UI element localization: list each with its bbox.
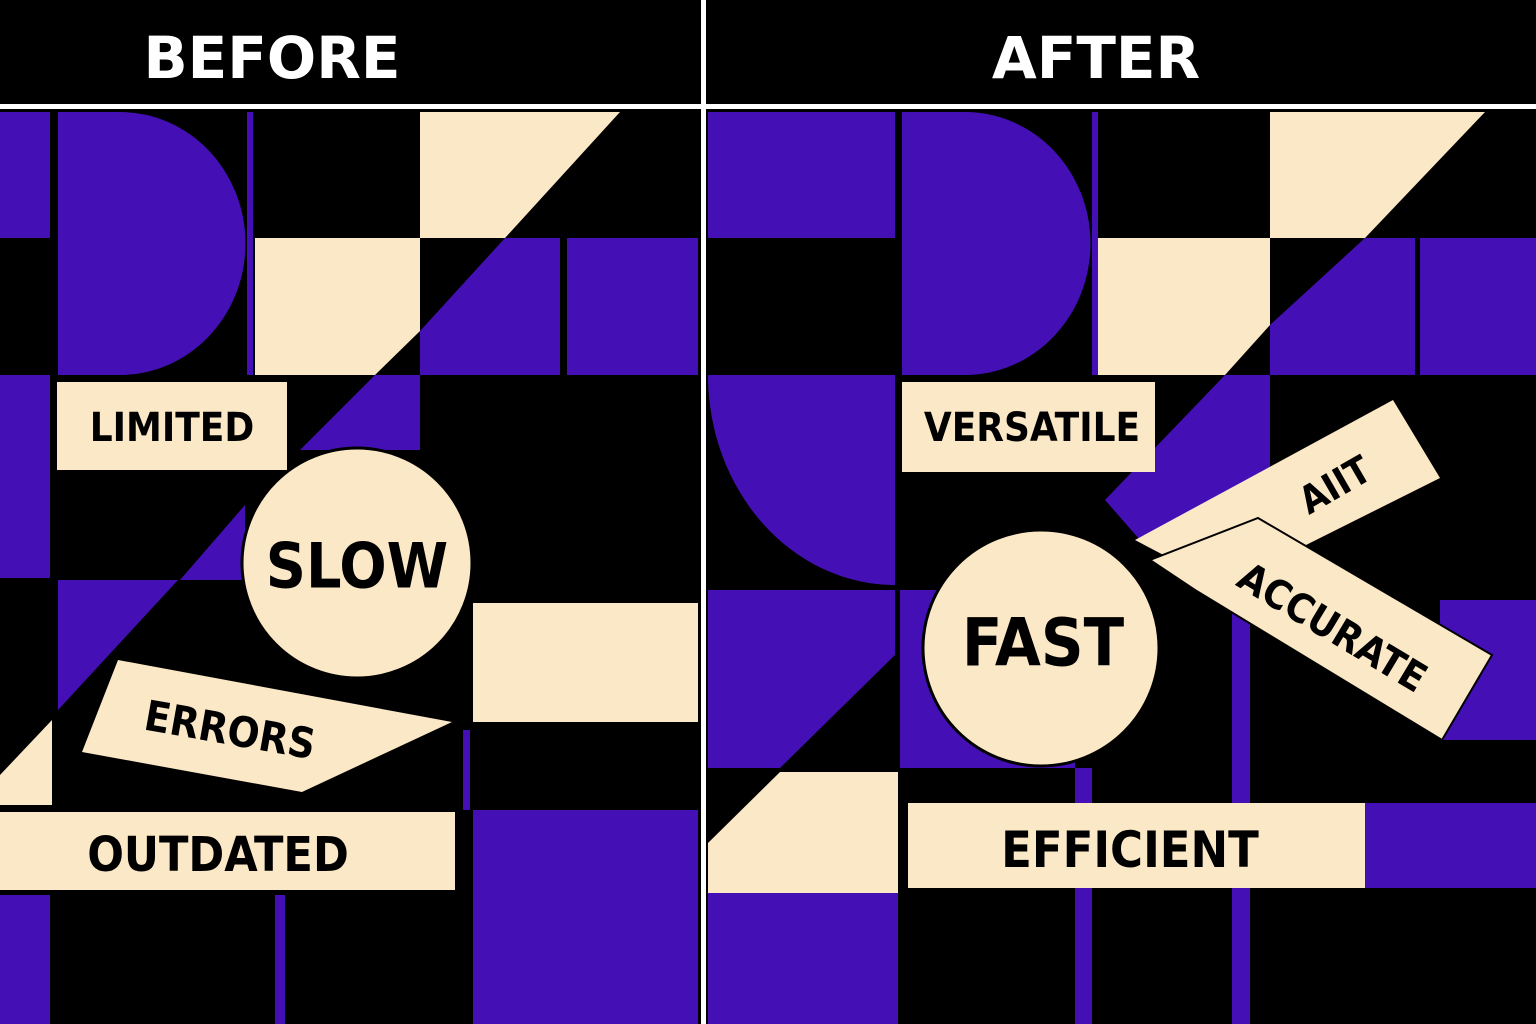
before-panel: LIMITED SLOW ERRORS OUTDATED	[0, 112, 698, 1024]
limited-label-box	[57, 382, 287, 470]
purple-block	[0, 895, 50, 1024]
purple-block	[708, 893, 898, 1024]
header-divider	[0, 104, 1536, 109]
cream-wedge	[708, 772, 898, 893]
purple-block	[567, 238, 698, 375]
purple-quarter-circle	[708, 375, 895, 585]
purple-block	[1420, 238, 1536, 375]
purple-block	[0, 112, 50, 238]
limited-label: LIMITED	[90, 405, 255, 451]
slow-circle	[240, 446, 474, 680]
cream-triangle	[0, 720, 52, 805]
before-title: BEFORE	[143, 24, 400, 92]
after-title: AFTER	[992, 24, 1200, 92]
fast-circle	[921, 528, 1161, 768]
purple-wedge	[300, 375, 420, 450]
cream-wedge	[420, 112, 620, 238]
cream-block	[1098, 238, 1270, 375]
cream-block	[473, 603, 698, 722]
panel-divider	[701, 0, 706, 1024]
purple-d-shape	[902, 112, 1091, 375]
cream-wedge	[1270, 112, 1485, 238]
purple-bar	[463, 730, 470, 810]
purple-bar	[247, 112, 253, 375]
purple-block	[473, 810, 698, 1024]
outdated-label-box	[0, 812, 455, 890]
purple-block	[708, 590, 895, 768]
versatile-label: VERSATILE	[924, 405, 1140, 451]
purple-wedge	[58, 580, 178, 710]
purple-block	[0, 375, 50, 578]
purple-d-shape	[58, 112, 246, 375]
purple-wedge	[180, 505, 245, 580]
purple-wedge	[420, 238, 560, 375]
accurate-label-box	[1147, 516, 1494, 742]
purple-bar	[275, 895, 285, 1024]
outdated-label: OUTDATED	[87, 827, 349, 883]
efficient-label-box	[908, 803, 1365, 888]
header-bar	[0, 0, 1536, 104]
purple-block	[1365, 803, 1536, 888]
efficient-label: EFFICIENT	[1001, 821, 1259, 879]
purple-bar	[1092, 112, 1098, 375]
versatile-label-box	[902, 382, 1155, 472]
slow-label: SLOW	[266, 530, 448, 603]
cream-block	[255, 238, 420, 375]
purple-wedge	[1270, 238, 1415, 375]
purple-block	[708, 112, 895, 238]
fast-label: FAST	[962, 605, 1125, 682]
errors-label-box	[82, 660, 452, 792]
